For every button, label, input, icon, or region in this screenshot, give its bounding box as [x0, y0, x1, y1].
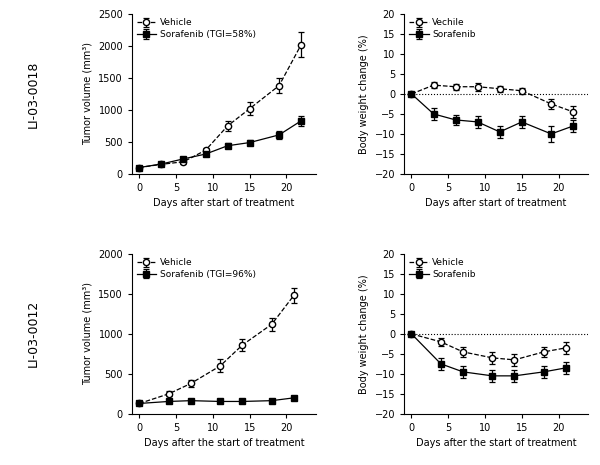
- X-axis label: Days after the start of treatment: Days after the start of treatment: [143, 438, 304, 448]
- Y-axis label: Tumor volume (mm³): Tumor volume (mm³): [83, 282, 93, 385]
- Y-axis label: Body weight change (%): Body weight change (%): [359, 274, 369, 394]
- Legend: Vehicle, Sorafenib: Vehicle, Sorafenib: [407, 257, 478, 281]
- X-axis label: Days after the start of treatment: Days after the start of treatment: [416, 438, 577, 448]
- Text: LI-03-0012: LI-03-0012: [26, 300, 40, 367]
- Legend: Vehicle, Sorafenib (TGI=58%): Vehicle, Sorafenib (TGI=58%): [135, 17, 258, 41]
- Legend: Vechile, Sorafenib: Vechile, Sorafenib: [407, 17, 478, 41]
- Y-axis label: Body weight change (%): Body weight change (%): [359, 34, 369, 154]
- X-axis label: Days after start of treatment: Days after start of treatment: [153, 199, 295, 208]
- Text: LI-03-0018: LI-03-0018: [26, 60, 40, 127]
- Legend: Vehicle, Sorafenib (TGI=96%): Vehicle, Sorafenib (TGI=96%): [135, 257, 258, 281]
- Y-axis label: Tumor volume (mm³): Tumor volume (mm³): [83, 42, 92, 146]
- X-axis label: Days after start of treatment: Days after start of treatment: [425, 199, 567, 208]
